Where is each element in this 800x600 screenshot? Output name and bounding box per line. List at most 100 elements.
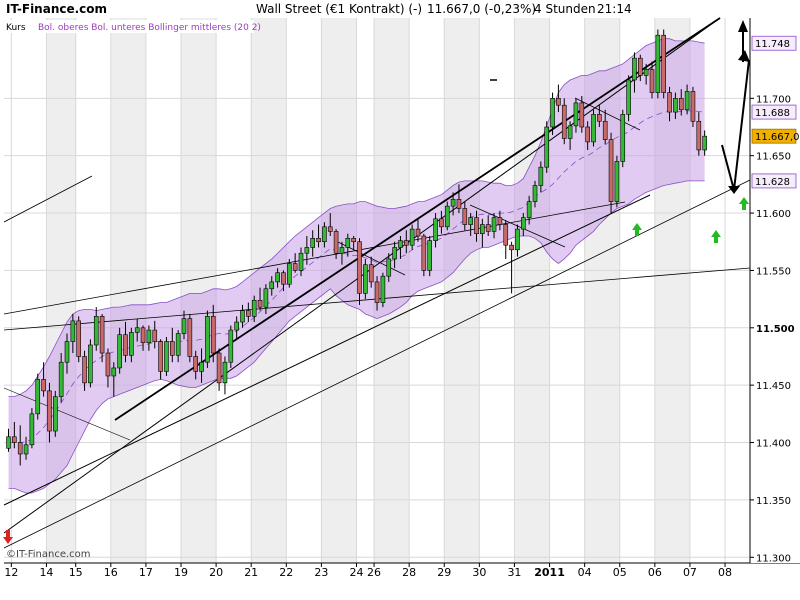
arrow-head-down-icon: [728, 186, 740, 194]
candle-up: [234, 321, 239, 331]
x-tick-label: 28: [402, 566, 416, 579]
candle-up: [88, 344, 93, 384]
candle-down: [690, 91, 696, 122]
candle-up: [222, 361, 228, 384]
x-tick-label: 06: [648, 566, 662, 579]
green-up-arrow-icon: [711, 230, 721, 243]
candle-up: [117, 334, 122, 369]
interval-text: 4 Stunden: [534, 2, 596, 16]
axes: 11.300 11.350 11.400 11.450 11.500 11.550 11.6…: [4, 18, 800, 579]
green-up-arrow-icon: [739, 197, 749, 210]
x-tick-label: 16: [104, 566, 118, 579]
price-label: 11.748: [755, 39, 790, 50]
candle-up: [380, 275, 386, 303]
candle-down: [421, 235, 427, 271]
x-tick-label: 07: [683, 566, 697, 579]
candle-down: [99, 316, 105, 354]
day-column: [110, 18, 146, 563]
y-tick-label: 11.650: [756, 152, 791, 163]
candle-up: [427, 240, 433, 271]
candle-up: [345, 237, 351, 248]
candle-up: [111, 367, 117, 377]
x-tick-label: 17: [139, 566, 153, 579]
candle-down: [257, 299, 263, 308]
candle-up: [532, 185, 538, 202]
watermark: ©IT-Finance.com: [6, 549, 91, 560]
y-tick-label: 11.300: [756, 553, 791, 564]
candle-up: [129, 332, 134, 356]
candle-down: [170, 341, 175, 356]
candle-up: [251, 299, 257, 317]
bollinger-fill: [8, 38, 705, 493]
price-label-box: [751, 128, 797, 144]
candle-down: [316, 237, 321, 243]
bollinger-lower: [8, 180, 705, 494]
candle-up: [632, 57, 637, 81]
candle-up: [29, 413, 35, 446]
x-tick-label: 04: [578, 566, 592, 579]
candle-up: [444, 205, 450, 228]
candle-up: [339, 247, 345, 254]
candle-up: [181, 318, 187, 334]
quote-text: 11.667,0 (-0,23%): [427, 2, 536, 16]
candle-up: [134, 327, 140, 333]
legend-kurs: Kurs: [6, 23, 26, 33]
candle-up: [304, 247, 310, 254]
candle-down: [210, 316, 216, 354]
candle-up: [591, 114, 596, 143]
y-tick-label: 11.450: [756, 381, 791, 392]
candle-up: [392, 247, 397, 260]
x-tick-label: 08: [718, 566, 732, 579]
price-label: 11.667,0: [755, 132, 800, 143]
trend-line: [3, 179, 751, 549]
candle-up: [544, 126, 550, 168]
candle-up: [64, 341, 70, 363]
candle-down: [561, 104, 567, 139]
candle-up: [567, 125, 573, 139]
candle-up: [269, 281, 275, 290]
candle-up: [228, 329, 234, 363]
x-tick-label: 14: [39, 566, 53, 579]
candle-up: [298, 252, 304, 271]
candle-down: [637, 57, 643, 76]
candle-up: [175, 333, 181, 356]
candle-down: [158, 341, 163, 372]
candle-down: [281, 272, 286, 285]
legend-background: [4, 20, 254, 33]
time-text: 21:14: [597, 2, 632, 16]
candle-down: [374, 281, 380, 303]
candle-down: [678, 98, 684, 111]
candle-down: [485, 224, 491, 232]
candle-up: [386, 258, 392, 277]
candle-down: [556, 98, 561, 106]
x-tick-label: 05: [613, 566, 627, 579]
bollinger-band: [8, 38, 705, 494]
candle-up: [6, 436, 11, 449]
y-tick-label: 11.600: [756, 209, 791, 220]
bollinger-middle: [8, 110, 705, 443]
candle-up: [35, 379, 41, 415]
candle-up: [526, 201, 532, 218]
trend-line: [3, 387, 131, 441]
candle-down: [474, 217, 479, 235]
candle-up: [626, 79, 631, 115]
price-label-box: [751, 104, 797, 120]
candle-down: [403, 240, 409, 246]
x-tick-label: 20: [209, 566, 223, 579]
candle-down: [41, 379, 46, 392]
y-tick-label: 11.400: [756, 439, 791, 450]
trend-line: [3, 194, 651, 506]
candle-up: [93, 316, 99, 346]
candle-down: [82, 356, 87, 384]
candle-up: [468, 217, 473, 225]
candle-up: [363, 264, 368, 294]
trend-line: [3, 17, 721, 534]
green-up-arrow-icon: [632, 223, 642, 236]
candle-up: [199, 361, 204, 372]
legend-bollinger: Bol. oberes Bol. unteres Bollinger mittl…: [38, 23, 261, 33]
candle-up: [655, 34, 661, 93]
x-tick-label: 19: [174, 566, 188, 579]
trend-line: [574, 97, 641, 131]
